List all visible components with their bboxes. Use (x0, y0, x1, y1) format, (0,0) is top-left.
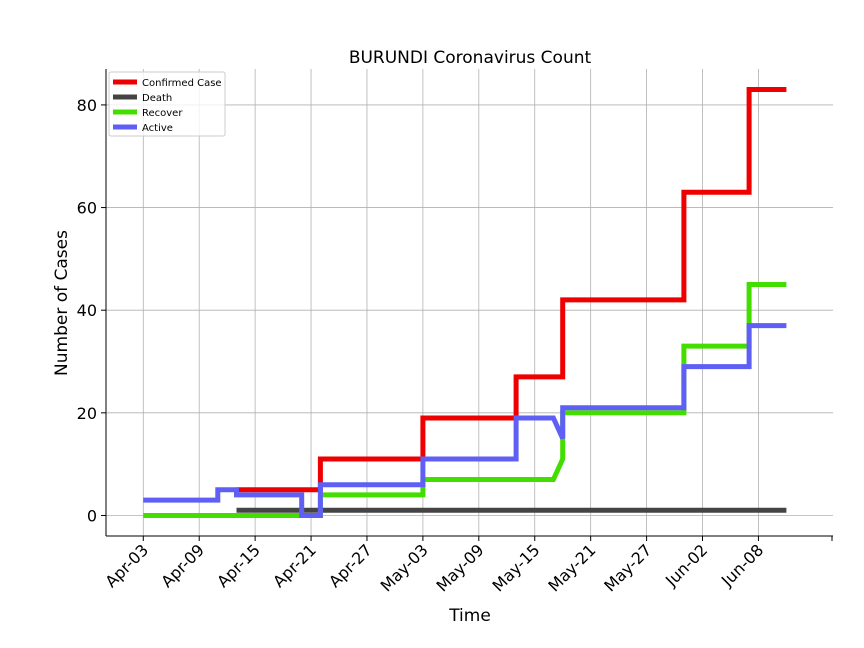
x-axis-label: Time (448, 606, 491, 626)
legend-label: Recover (142, 108, 183, 119)
series-line-recover (143, 282, 787, 518)
y-axis-label: Number of Cases (52, 230, 72, 376)
y-tick-label: 80 (77, 96, 97, 115)
series-line-active (143, 323, 787, 518)
y-tick-label: 60 (77, 199, 97, 218)
legend: Confirmed Case Death Recover Active (108, 71, 226, 137)
tick-labels: Apr-03 Apr-09 Apr-15 Apr-21 Apr-27 May-03 May-… (77, 96, 768, 596)
x-tick-label: Apr-21 (269, 540, 320, 591)
grid (106, 69, 833, 536)
chart-title: BURUNDI Coronavirus Count (349, 48, 592, 68)
y-tick-label: 0 (87, 506, 97, 525)
legend-label: Confirmed Case (142, 78, 222, 89)
x-tick-label: May-21 (544, 540, 599, 595)
x-tick-label: Apr-03 (101, 540, 152, 591)
x-tick-label: Jun-02 (661, 540, 711, 590)
x-tick-label: May-27 (600, 540, 655, 595)
legend-frame (108, 71, 226, 137)
x-tick-label: Jun-08 (717, 540, 767, 590)
series-line-confirmed-case (236, 87, 787, 493)
x-tick-label: May-03 (377, 540, 432, 595)
y-tick-label: 20 (77, 404, 97, 423)
x-tick-label: Apr-09 (157, 540, 208, 591)
legend-label: Death (142, 93, 172, 104)
y-tick-label: 40 (77, 301, 97, 320)
legend-label: Active (142, 123, 173, 134)
axes (101, 69, 833, 541)
x-tick-label: Apr-15 (213, 540, 264, 591)
x-tick-label: May-15 (488, 540, 543, 595)
series-lines (143, 87, 787, 518)
x-tick-label: May-09 (433, 540, 488, 595)
x-tick-label: Apr-27 (325, 540, 376, 591)
